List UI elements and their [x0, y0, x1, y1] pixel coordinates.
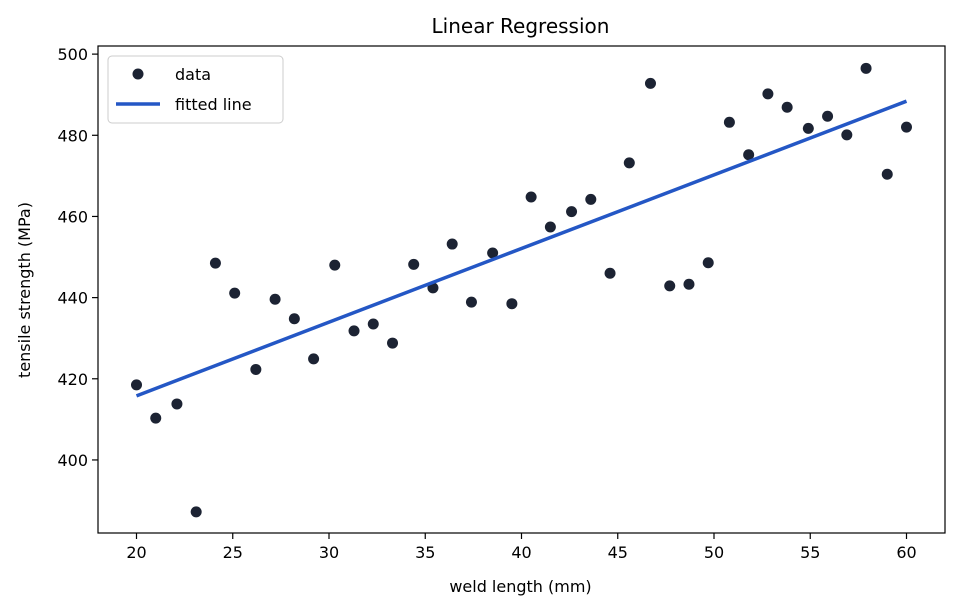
legend-label-data: data: [175, 65, 211, 84]
data-point: [288, 313, 300, 325]
data-point: [743, 149, 755, 161]
x-tick-label: 55: [800, 543, 820, 562]
x-tick-label: 25: [223, 543, 243, 562]
legend-box: [107, 55, 284, 124]
x-tick-label: 50: [704, 543, 724, 562]
data-point: [901, 121, 912, 133]
data-point: [308, 353, 320, 365]
data-point: [250, 363, 262, 375]
data-point: [269, 293, 281, 305]
legend: data fitted line: [107, 55, 284, 124]
fitted-line: [135, 99, 908, 398]
legend-marker-data: [132, 68, 144, 80]
legend-label-fitted-line: fitted line: [175, 95, 252, 114]
data-point: [841, 129, 853, 141]
data-point: [408, 258, 420, 270]
x-tick-label: 45: [608, 543, 628, 562]
data-point: [487, 247, 499, 259]
data-point: [190, 506, 202, 518]
y-tick-label: 420: [57, 370, 88, 389]
data-point: [604, 267, 616, 279]
data-point: [881, 168, 893, 180]
data-point: [171, 398, 183, 410]
y-tick-label: 500: [57, 45, 88, 64]
data-point: [329, 259, 341, 271]
data-point: [446, 238, 458, 250]
chart-title: Linear Regression: [432, 14, 610, 38]
data-point: [506, 298, 518, 310]
data-point: [644, 77, 656, 89]
y-axis-label: tensile strength (MPa): [15, 202, 34, 378]
data-point: [131, 379, 142, 391]
data-point: [683, 278, 695, 290]
x-tick-label: 40: [511, 543, 531, 562]
data-point: [860, 62, 872, 74]
x-tick-label: 30: [319, 543, 339, 562]
x-tick-label: 20: [126, 543, 146, 562]
data-point: [623, 157, 635, 169]
y-tick-label: 400: [57, 451, 88, 470]
y-tick-label: 440: [57, 289, 88, 308]
y-tick-label: 480: [57, 126, 88, 145]
x-axis-label: weld length (mm): [449, 577, 591, 596]
data-point: [465, 296, 477, 308]
data-point: [544, 221, 556, 233]
data-point: [702, 257, 714, 269]
data-point: [585, 193, 597, 205]
data-point: [525, 191, 537, 203]
data-point: [664, 280, 676, 292]
data-point: [367, 318, 379, 330]
y-axis: 400 420 440 460 480 500: [57, 45, 98, 470]
data-point: [781, 101, 793, 113]
plot-area: [131, 62, 912, 518]
data-point: [348, 325, 360, 337]
y-tick-label: 460: [57, 207, 88, 226]
x-axis: 20 25 30 35 40 45 50 55 60: [126, 533, 917, 562]
data-point: [209, 257, 221, 269]
x-tick-label: 60: [896, 543, 916, 562]
data-point: [822, 110, 834, 122]
data-point: [387, 337, 399, 349]
data-point: [229, 287, 241, 299]
x-tick-label: 35: [415, 543, 435, 562]
data-point: [802, 122, 814, 134]
data-point: [723, 116, 735, 128]
data-point: [762, 88, 774, 100]
data-point: [566, 206, 578, 218]
data-point: [150, 412, 162, 424]
